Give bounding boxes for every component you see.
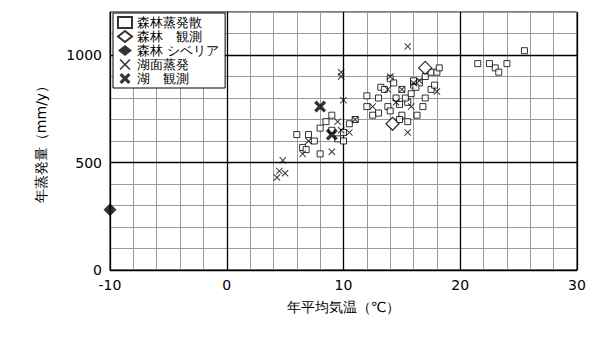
svg-text:10: 10 [335,277,353,293]
svg-text:森林 観測: 森林 観測 [137,29,202,44]
svg-text:20: 20 [451,277,469,293]
svg-text:森林蒸発散: 森林蒸発散 [137,15,202,30]
svg-text:年平均気温（℃）: 年平均気温（℃） [287,299,401,315]
svg-text:30: 30 [568,277,586,293]
svg-text:1000: 1000 [66,47,102,63]
svg-text:年蒸発量（mm/y）: 年蒸発量（mm/y） [33,79,49,203]
svg-text:500: 500 [75,155,102,171]
svg-text:-10: -10 [99,277,122,293]
svg-text:森林 シベリア: 森林 シベリア [137,43,219,58]
svg-text:0: 0 [93,262,102,278]
svg-text:湖 観測: 湖 観測 [137,71,189,86]
svg-text:湖面蒸発: 湖面蒸発 [137,57,189,72]
svg-text:0: 0 [222,277,231,293]
